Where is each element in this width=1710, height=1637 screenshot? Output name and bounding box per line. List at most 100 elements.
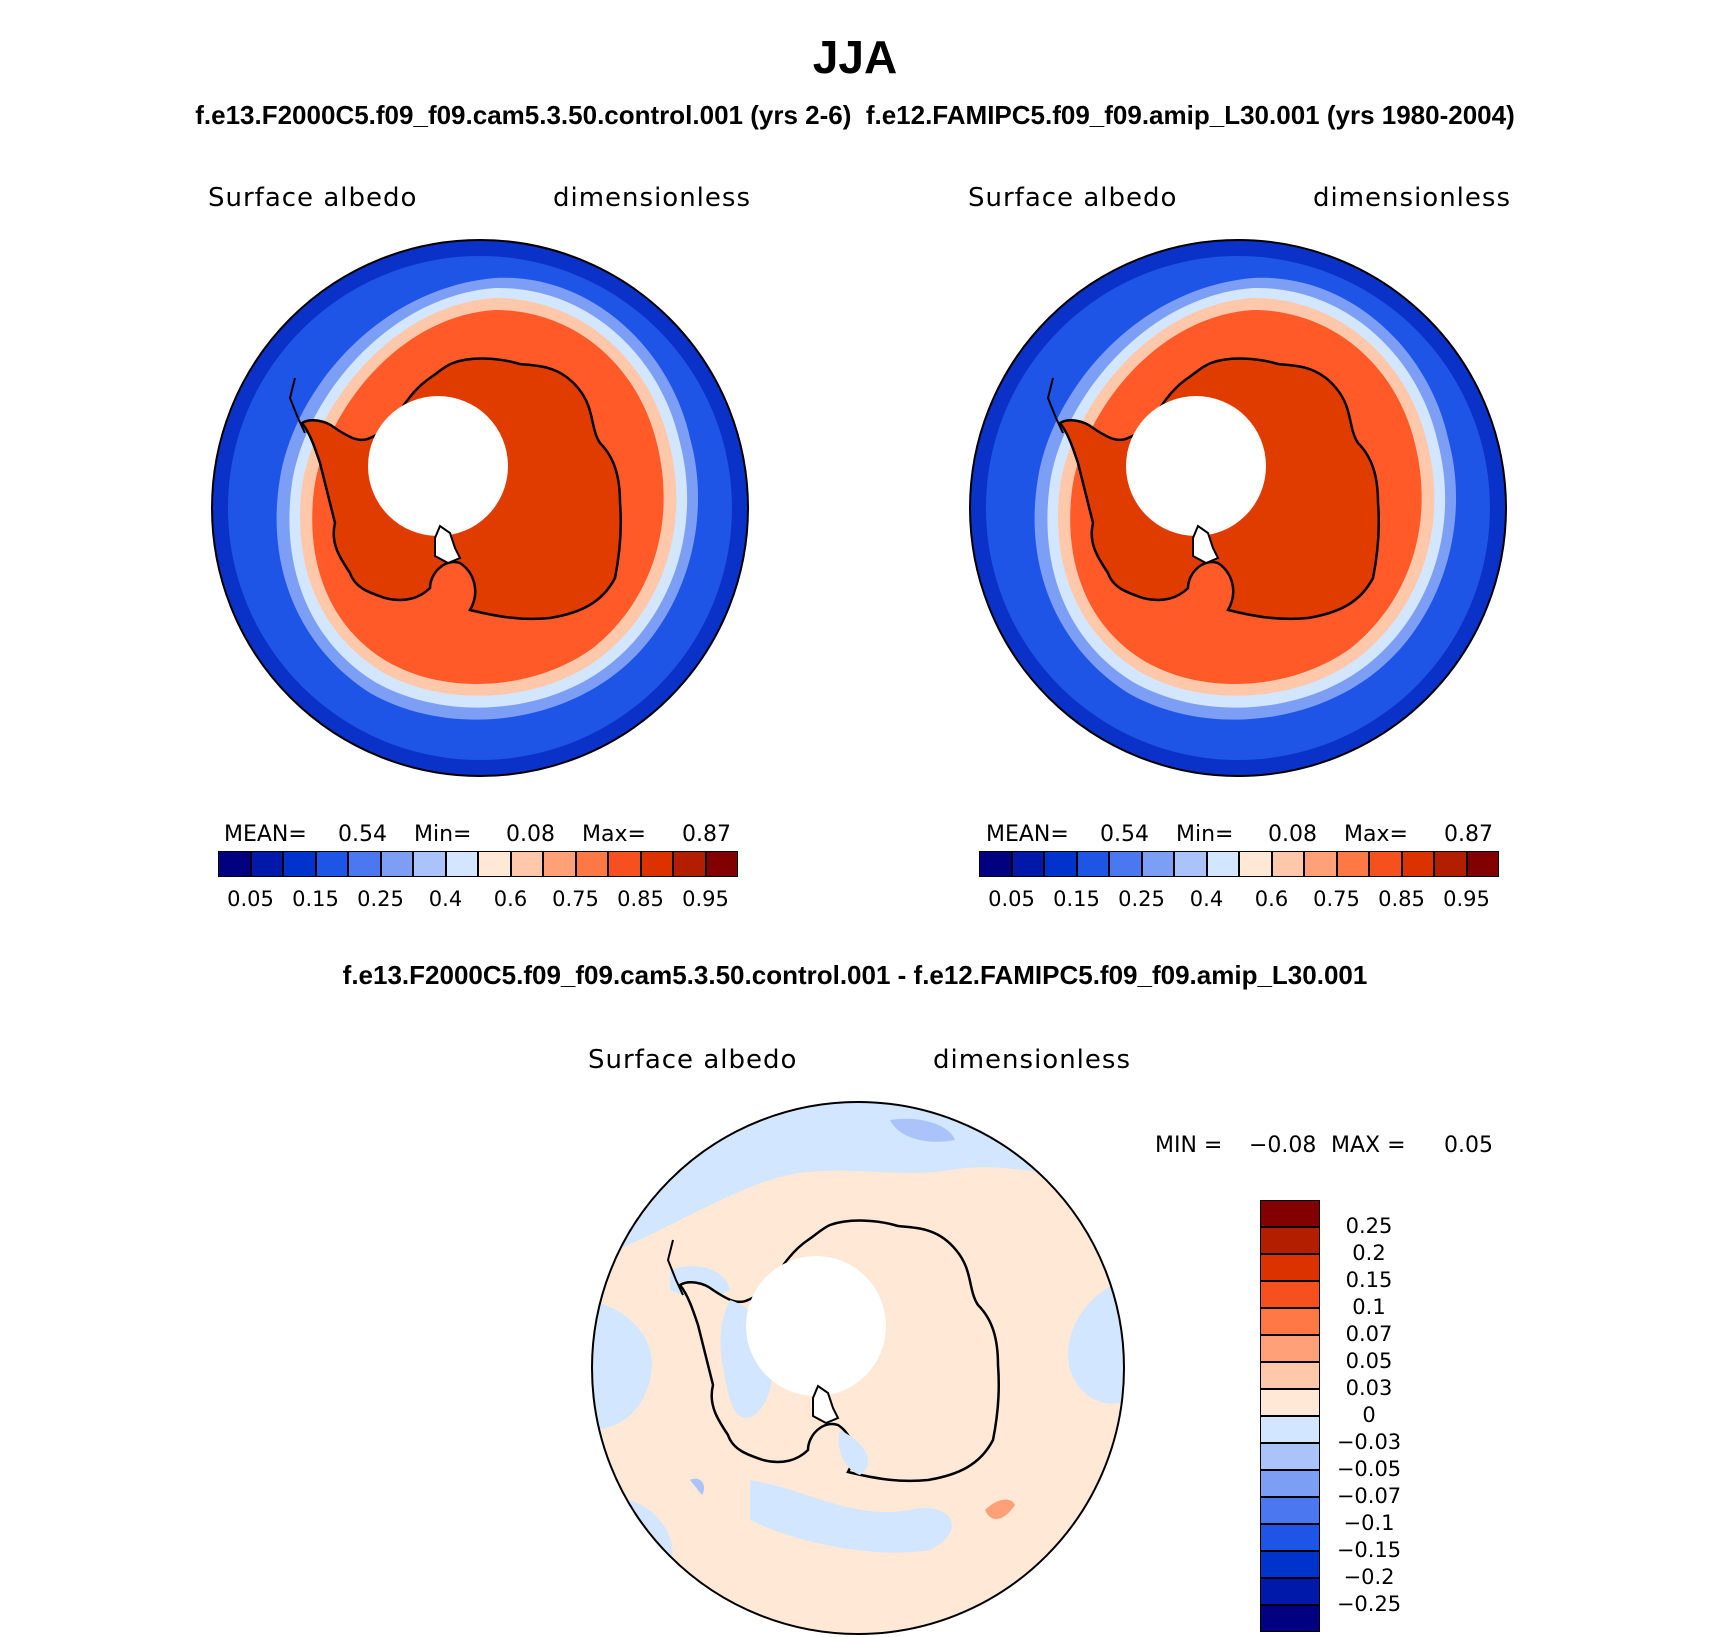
- diff-variable-label: Surface albedo: [588, 1045, 798, 1075]
- colorbar-tick-label: 0.15: [292, 887, 339, 911]
- panel1-mean-label: MEAN=: [224, 822, 307, 847]
- panel2-variable-label: Surface albedo: [968, 183, 1178, 213]
- diff-colorbar-swatch-12: [1260, 1524, 1320, 1551]
- colorbar-swatch-4: [348, 851, 381, 877]
- panel2-min-value: 0.08: [1268, 822, 1317, 847]
- diff-colorbar-swatch-14: [1260, 1578, 1320, 1605]
- colorbar-swatch-2: [283, 851, 316, 877]
- colorbar-tick-label: 0.95: [682, 887, 729, 911]
- difference-title: f.e13.F2000C5.f09_f09.cam5.3.50.control.…: [342, 960, 1368, 990]
- colorbar-tick-label: 0.4: [428, 887, 463, 911]
- diff-units-label: dimensionless: [933, 1045, 1131, 1075]
- diff-colorbar-swatch-9: [1260, 1443, 1320, 1470]
- colorbar-swatch-2: [1044, 851, 1077, 877]
- colorbar-tick-label: 0.75: [1313, 887, 1360, 911]
- diff-max-label: MAX =: [1331, 1133, 1406, 1158]
- panel1-max-label: Max=: [582, 822, 646, 847]
- diff-colorbar-swatch-4: [1260, 1308, 1320, 1335]
- diff-colorbar-tick-label: 0: [1362, 1403, 1376, 1427]
- colorbar-tick-label: 0.25: [1118, 887, 1165, 911]
- diff-colorbar-tick-label: −0.1: [1343, 1511, 1395, 1535]
- panel1-colorbar: [218, 851, 738, 877]
- colorbar-tick-label: 0.75: [552, 887, 599, 911]
- diff-colorbar-tick-label: −0.07: [1336, 1484, 1402, 1508]
- colorbar-tick-label: 0.15: [1053, 887, 1100, 911]
- diff-colorbar-tick-label: 0.15: [1345, 1268, 1393, 1292]
- panel2-units-label: dimensionless: [1313, 183, 1511, 213]
- diff-colorbar-swatch-6: [1260, 1362, 1320, 1389]
- diff-colorbar-swatch-8: [1260, 1416, 1320, 1443]
- diff-max-value: 0.05: [1444, 1133, 1493, 1158]
- colorbar-swatch-7: [1206, 851, 1239, 877]
- diff-colorbar-tick-label: −0.15: [1336, 1538, 1402, 1562]
- panel1-mean-value: 0.54: [338, 822, 387, 847]
- diff-colorbar-swatch-13: [1260, 1551, 1320, 1578]
- figure-title: JJA: [812, 31, 898, 83]
- panel1-max-value: 0.87: [682, 822, 731, 847]
- diff-colorbar-tick-label: 0.2: [1352, 1241, 1386, 1265]
- colorbar-swatch-13: [640, 851, 673, 877]
- colorbar-swatch-14: [673, 851, 706, 877]
- panel2-colorbar: [979, 851, 1499, 877]
- panel1-map: [211, 239, 749, 777]
- diff-colorbar-swatch-0: [1260, 1200, 1320, 1227]
- panel2-mean-label: MEAN=: [986, 822, 1069, 847]
- diff-colorbar-swatch-2: [1260, 1254, 1320, 1281]
- colorbar-swatch-14: [1434, 851, 1467, 877]
- diff-colorbar-tick-label: 0.03: [1345, 1376, 1393, 1400]
- colorbar-swatch-3: [1076, 851, 1109, 877]
- diff-colorbar-swatch-7: [1260, 1389, 1320, 1416]
- colorbar-swatch-8: [1239, 851, 1272, 877]
- colorbar-tick-label: 0.85: [617, 887, 664, 911]
- colorbar-swatch-12: [1369, 851, 1402, 877]
- diff-colorbar-swatch-1: [1260, 1227, 1320, 1254]
- colorbar-swatch-1: [1011, 851, 1044, 877]
- colorbar-swatch-13: [1401, 851, 1434, 877]
- diff-colorbar-swatch-10: [1260, 1470, 1320, 1497]
- colorbar-swatch-5: [1141, 851, 1174, 877]
- colorbar-swatch-6: [413, 851, 446, 877]
- colorbar-swatch-15: [1466, 851, 1499, 877]
- diff-colorbar-tick-label: 0.1: [1352, 1295, 1386, 1319]
- colorbar-swatch-15: [705, 851, 738, 877]
- colorbar-tick-label: 0.4: [1189, 887, 1224, 911]
- diff-colorbar-tick-label: 0.25: [1345, 1214, 1393, 1238]
- colorbar-swatch-10: [1304, 851, 1337, 877]
- diff-colorbar-tick-label: −0.05: [1336, 1457, 1402, 1481]
- panel2-max-label: Max=: [1344, 822, 1408, 847]
- colorbar-swatch-0: [979, 851, 1012, 877]
- colorbar-swatch-12: [608, 851, 641, 877]
- diff-colorbar-swatch-15: [1260, 1605, 1320, 1632]
- colorbar-tick-label: 0.6: [1254, 887, 1289, 911]
- diff-colorbar-swatch-5: [1260, 1335, 1320, 1362]
- colorbar-tick-label: 0.25: [357, 887, 404, 911]
- diff-colorbar: [1260, 1200, 1320, 1632]
- panel2-min-label: Min=: [1176, 822, 1234, 847]
- diff-min-label: MIN =: [1155, 1133, 1223, 1158]
- panel2-map: [969, 239, 1507, 777]
- colorbar-swatch-3: [315, 851, 348, 877]
- panel2-max-value: 0.87: [1444, 822, 1493, 847]
- figure-subtitle: f.e13.F2000C5.f09_f09.cam5.3.50.control.…: [195, 100, 1515, 130]
- panel1-min-value: 0.08: [506, 822, 555, 847]
- colorbar-tick-label: 0.6: [493, 887, 528, 911]
- diff-colorbar-tick-label: 0.07: [1345, 1322, 1393, 1346]
- colorbar-tick-label: 0.95: [1443, 887, 1490, 911]
- difference-map: [591, 1101, 1125, 1635]
- diff-colorbar-tick-label: −0.25: [1336, 1592, 1402, 1616]
- diff-colorbar-swatch-3: [1260, 1281, 1320, 1308]
- panel1-min-label: Min=: [414, 822, 472, 847]
- colorbar-swatch-5: [380, 851, 413, 877]
- colorbar-swatch-11: [1336, 851, 1369, 877]
- colorbar-swatch-11: [575, 851, 608, 877]
- colorbar-swatch-9: [510, 851, 543, 877]
- colorbar-tick-label: 0.05: [227, 887, 274, 911]
- colorbar-swatch-6: [1174, 851, 1207, 877]
- colorbar-tick-label: 0.05: [988, 887, 1035, 911]
- diff-colorbar-swatch-11: [1260, 1497, 1320, 1524]
- panel2-mean-value: 0.54: [1100, 822, 1149, 847]
- colorbar-swatch-4: [1109, 851, 1142, 877]
- colorbar-swatch-7: [445, 851, 478, 877]
- colorbar-swatch-10: [543, 851, 576, 877]
- diff-min-value: −0.08: [1249, 1133, 1317, 1158]
